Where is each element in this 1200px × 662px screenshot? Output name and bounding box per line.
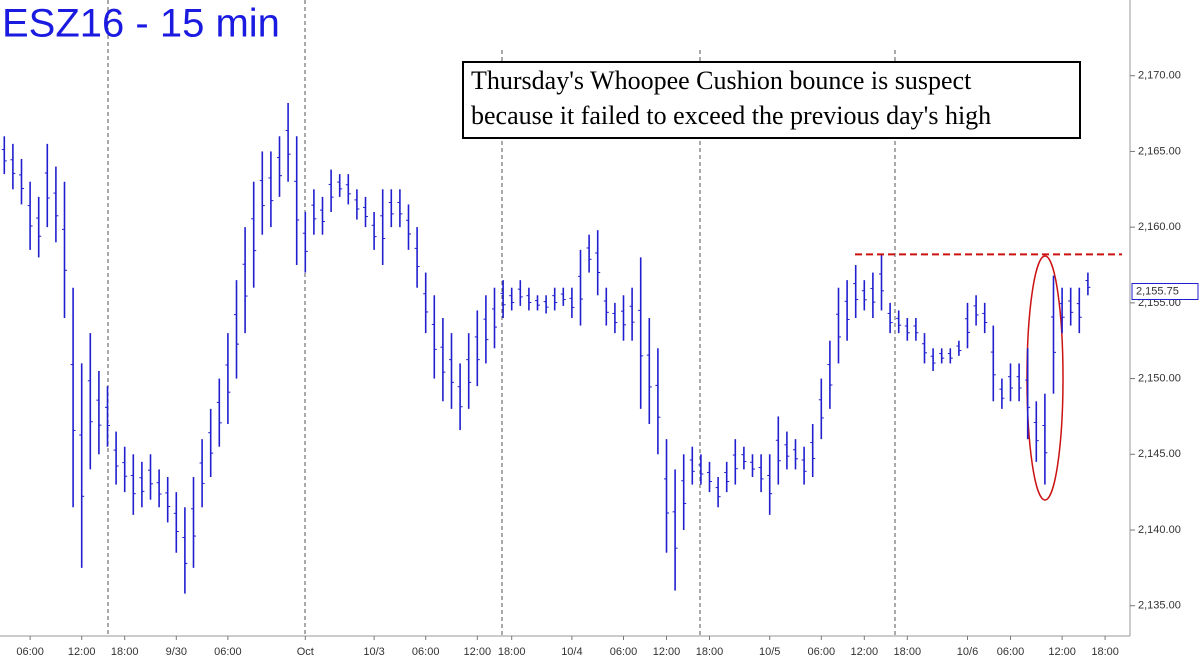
annotation-line: because it failed to exceed the previous…	[471, 101, 991, 130]
x-tick-label: 12:00	[1048, 646, 1076, 658]
x-tick-label: 06:00	[16, 646, 44, 658]
x-tick-label: 06:00	[997, 646, 1025, 658]
annotation-box	[462, 61, 1081, 139]
x-tick-label: 06:00	[808, 646, 836, 658]
x-tick-label: 06:00	[412, 646, 440, 658]
x-tick-label: 10/6	[957, 646, 978, 658]
x-tick-label: Oct	[297, 646, 314, 658]
x-tick-label: 18:00	[111, 646, 139, 658]
last-price-box	[1131, 283, 1199, 300]
x-tick-label: 12:00	[851, 646, 879, 658]
day-separators	[107, 0, 896, 636]
chart-title: ESZ16 - 15 min	[2, 2, 280, 46]
y-tick-label: 2,135.00	[1138, 600, 1181, 612]
x-tick-label: 18:00	[894, 646, 922, 658]
x-tick-label: 10/3	[363, 646, 384, 658]
x-tick-label: 18:00	[498, 646, 526, 658]
y-tick-label: 2,170.00	[1138, 70, 1181, 82]
y-tick-label: 2,165.00	[1138, 145, 1181, 157]
y-tick-label: 2,160.00	[1138, 221, 1181, 233]
x-tick-label: 06:00	[610, 646, 638, 658]
x-tick-label: 12:00	[68, 646, 96, 658]
annotation-line: Thursday's Whoopee Cushion bounce is sus…	[471, 66, 972, 95]
x-tick-label: 06:00	[214, 646, 242, 658]
x-tick-label: 18:00	[1091, 646, 1119, 658]
x-tick-label: 10/4	[561, 646, 582, 658]
x-tick-label: 9/30	[166, 646, 187, 658]
x-tick-label: 10/5	[759, 646, 780, 658]
x-tick-label: 18:00	[696, 646, 724, 658]
y-tick-label: 2,150.00	[1138, 372, 1181, 384]
last-price-label: 2,155.75	[1136, 285, 1179, 297]
y-tick-label: 2,145.00	[1138, 448, 1181, 460]
x-tick-label: 12:00	[653, 646, 681, 658]
y-tick-label: 2,140.00	[1138, 524, 1181, 536]
x-tick-label: 12:00	[464, 646, 492, 658]
